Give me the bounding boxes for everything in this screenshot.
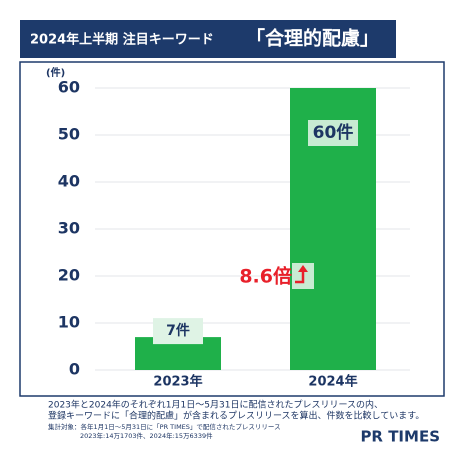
arrow-head [298, 265, 308, 272]
note: 登録キーワードに「合理的配慮」が含まれるプレスリリースを算出、件数を比較していま… [48, 410, 424, 422]
y-axis-label: (件) [46, 66, 65, 79]
annotation: 8.6倍 [239, 265, 292, 288]
title-banner [20, 20, 396, 58]
note: 2023年と2024年のそれぞれ1月1日～5月31日に配信されたプレスリリースの… [48, 399, 383, 411]
y-tick-label: 10 [58, 313, 80, 332]
y-tick-label: 30 [58, 219, 80, 238]
y-tick-label: 20 [58, 266, 80, 285]
x-tick-label: 2023年 [153, 374, 202, 390]
note: 2023年:14万1703件、2024年:15万6339件 [80, 431, 213, 440]
value-label-bg [153, 318, 203, 345]
y-tick-label: 40 [58, 172, 80, 191]
y-tick-label: 60 [58, 78, 80, 97]
arrow-line [295, 270, 305, 284]
value-label-bg [308, 120, 358, 146]
value-label: 7件 [166, 322, 190, 339]
y-tick-label: 50 [58, 125, 80, 144]
x-tick-label: 2024年 [308, 374, 357, 390]
value-label: 60件 [313, 122, 354, 143]
y-tick-label: 0 [69, 360, 80, 379]
title-keyword: 「合理的配慮」 [246, 27, 379, 50]
brand-logo: PR TIMES [360, 428, 440, 446]
annotation-arrow [292, 263, 314, 289]
chart-title: 2024年上半期 注目キーワード [30, 32, 214, 48]
chart-frame [19, 61, 445, 397]
note: 集計対象：各年1月1日～5月31日に「PR TIMES」で配信されたプレスリリー… [48, 422, 281, 431]
